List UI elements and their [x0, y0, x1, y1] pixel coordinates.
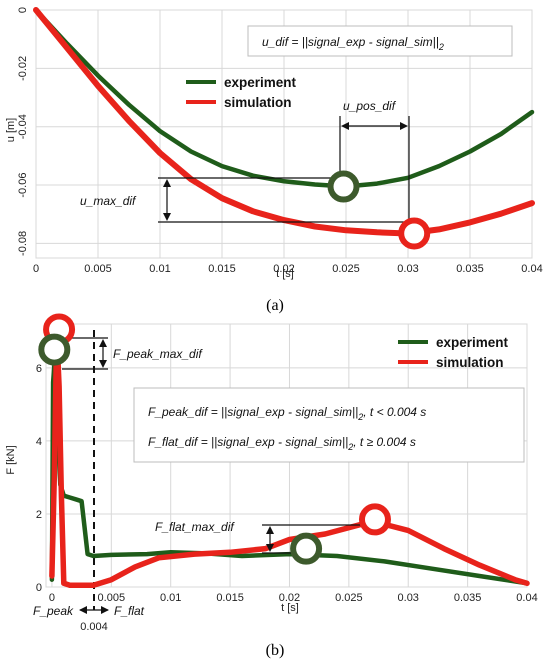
pa-ytick-label-3: -0.06	[17, 173, 29, 198]
panel-a-formula-text: u_dif = ||signal_exp - signal_sim||	[262, 35, 439, 49]
pa-ytick-label-2: -0.04	[17, 114, 29, 139]
panel-a-caption: (a)	[266, 297, 284, 314]
panel-a-u-pos-dif-label: u_pos_dif	[343, 99, 397, 113]
pa-plot-frame	[35, 9, 533, 259]
pa-xtick-label-1: 0.005	[84, 263, 112, 275]
panel-b-formula-flat: F_flat_dif = ||signal_exp - signal_sim||	[148, 435, 348, 449]
panel-b-split-value: 0.004	[80, 621, 108, 633]
panel-a-u-max-dif-label: u_max_dif	[80, 194, 137, 208]
panel-a-u-pos-dif-annotation: u_pos_dif	[339, 99, 410, 222]
pb-xtick-label-8: 0.04	[516, 592, 537, 604]
pa-series-line-simulation	[33, 7, 535, 237]
panel-b-f-flat-max-dif-annotation: F_flat_max_dif	[155, 520, 372, 554]
panel-b-x-label: t [s]	[281, 602, 299, 614]
panel-b-markers	[38, 313, 391, 565]
pa-xtick-label-0: 0	[33, 263, 39, 275]
panel-b-caption: (b)	[266, 642, 285, 659]
simulation-min-marker	[398, 217, 431, 250]
panel-a-formula-subscript: 2	[438, 42, 444, 52]
panel-b-formula-flat-condition: , t ≥ 0.004 s	[353, 435, 416, 449]
panel-a-legend-simulation-label: simulation	[224, 95, 292, 110]
panel-b-formula-box: F_peak_dif = ||signal_exp - signal_sim||…	[133, 387, 525, 463]
pb-xtick-label-5: 0.025	[335, 592, 363, 604]
panel-a-series	[33, 7, 535, 237]
pb-plot-frame	[45, 323, 528, 588]
experiment-min-marker	[327, 170, 360, 203]
panel-b-f-peak-max-dif-annotation: F_peak_max_dif	[62, 337, 203, 370]
panel-a-chart: 0 -0.02 -0.04 -0.06 -0.08 0 0.005 0.01 0.015 0.0…	[5, 7, 543, 280]
panel-b-formula-peak-condition: , t < 0.004 s	[363, 405, 426, 419]
panel-a-formula-box: u_dif = ||signal_exp - signal_sim||2	[247, 25, 513, 57]
pa-xtick-label-5: 0.025	[332, 263, 360, 275]
panel-b-time-split-annotation: F_peak F_flat 0.004	[33, 604, 145, 633]
experiment-flat-marker	[290, 532, 323, 565]
pa-ytick-label-4: -0.08	[17, 231, 29, 256]
pb-xtick-label-3: 0.015	[216, 592, 244, 604]
experiment-peak-marker	[38, 333, 71, 366]
panel-b-formula-peak: F_peak_dif = ||signal_exp - signal_sim||	[148, 405, 358, 419]
panel-b-f-flat-label: F_flat	[114, 604, 145, 618]
simulation-flat-marker	[358, 503, 391, 536]
panel-b-y-label: F [kN]	[5, 445, 17, 474]
pa-ytick-label-0: 0	[17, 7, 29, 13]
pb-xtick-label-1: 0.005	[98, 592, 126, 604]
panel-a-legend: experiment simulation	[186, 75, 297, 110]
pb-ytick-label-2: 4	[36, 436, 42, 448]
pb-xtick-label-7: 0.035	[454, 592, 482, 604]
pb-xtick-label-6: 0.03	[398, 592, 419, 604]
pb-xtick-label-2: 0.01	[160, 592, 181, 604]
pa-series-line-experiment	[33, 7, 535, 189]
pa-ytick-label-1: -0.02	[17, 56, 29, 81]
panel-b-f-peak-label: F_peak	[33, 604, 74, 618]
pa-xtick-label-4: 0.02	[273, 263, 294, 275]
pb-xtick-label-0: 0	[49, 592, 55, 604]
panel-a-markers	[327, 170, 431, 250]
panel-a-legend-experiment-label: experiment	[224, 75, 297, 90]
pb-series-line-simulation	[49, 328, 530, 588]
pb-xtick-label-4: 0.02	[279, 592, 300, 604]
panel-b-formula-peak-subscript: 2	[357, 412, 363, 422]
pa-xtick-label-3: 0.015	[208, 263, 236, 275]
svg-text:F_peak_dif = ||signal_exp - si: F_peak_dif = ||signal_exp - signal_sim||…	[148, 405, 426, 422]
panel-a-y-ticks: 0 -0.02 -0.04 -0.06 -0.08	[17, 7, 29, 256]
panel-b-series	[49, 328, 530, 588]
panel-b-formula-flat-subscript: 2	[347, 442, 353, 452]
pa-xtick-label-2: 0.01	[149, 263, 170, 275]
svg-text:F_flat_dif = ||signal_exp - si: F_flat_dif = ||signal_exp - signal_sim||…	[148, 435, 416, 452]
panel-b-x-ticks: 0 0.005 0.01 0.015 0.02 0.025 0.03 0.035 0.04	[49, 592, 538, 604]
panel-b-f-peak-max-dif-label: F_peak_max_dif	[113, 347, 203, 361]
pa-xtick-label-6: 0.03	[397, 263, 418, 275]
panel-b-y-ticks: 0 2 4 6	[36, 363, 42, 594]
panel-b-legend-simulation-label: simulation	[436, 355, 504, 370]
panel-a-x-label: t [s]	[276, 268, 294, 280]
pb-ytick-label-0: 0	[36, 582, 42, 594]
svg-text:u_dif = ||signal_exp - signal_: u_dif = ||signal_exp - signal_sim||2	[262, 35, 444, 52]
panel-a-u-max-dif-annotation: u_max_dif	[80, 177, 408, 223]
panel-b-chart: 0 2 4 6 0 0.005 0.01 0.015 0.02 0.025 0.03 0.035 0.…	[5, 313, 538, 633]
pa-xtick-label-7: 0.035	[456, 263, 484, 275]
panel-a-x-ticks: 0 0.005 0.01 0.015 0.02 0.025 0.03 0.035 0.04	[33, 263, 543, 275]
pa-xtick-label-8: 0.04	[521, 263, 542, 275]
pb-ytick-label-3: 6	[36, 363, 42, 375]
pb-ytick-label-1: 2	[36, 509, 42, 521]
panel-b-legend-experiment-label: experiment	[436, 335, 509, 350]
panel-b-f-flat-max-dif-label: F_flat_max_dif	[155, 520, 235, 534]
panel-a-y-label: u [m]	[5, 118, 17, 142]
panel-b-legend: experiment simulation	[398, 335, 509, 370]
